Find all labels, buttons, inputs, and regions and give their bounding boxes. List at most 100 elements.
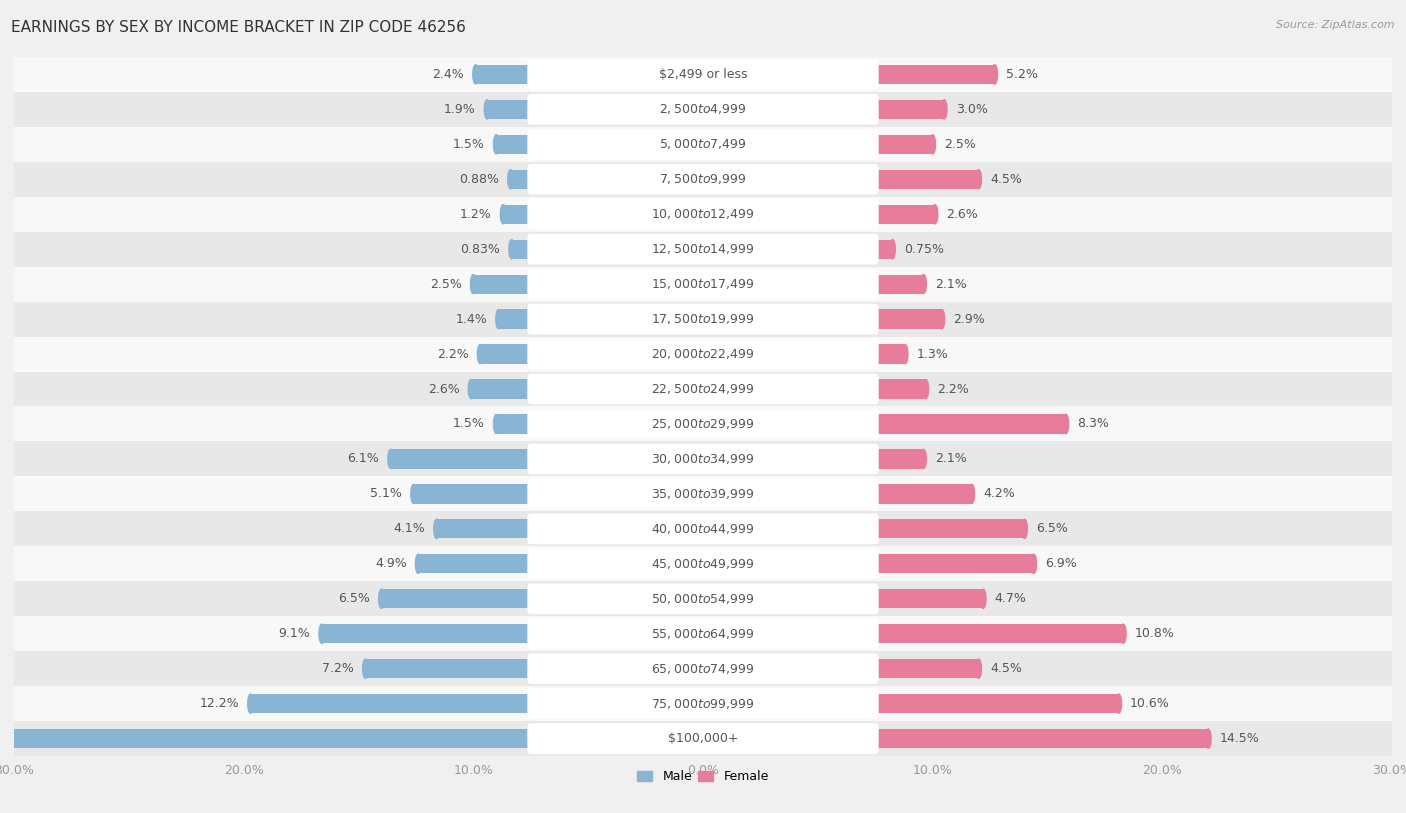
- Text: $15,000 to $17,499: $15,000 to $17,499: [651, 277, 755, 291]
- Bar: [875, 589, 983, 608]
- Bar: [875, 100, 945, 119]
- FancyBboxPatch shape: [527, 444, 879, 474]
- FancyBboxPatch shape: [14, 721, 1392, 756]
- Text: $100,000+: $100,000+: [668, 733, 738, 745]
- FancyBboxPatch shape: [14, 581, 1392, 616]
- Ellipse shape: [411, 485, 416, 503]
- Text: 2.1%: 2.1%: [935, 278, 967, 290]
- Text: 4.9%: 4.9%: [375, 558, 406, 570]
- Text: 1.3%: 1.3%: [917, 348, 948, 360]
- Ellipse shape: [1121, 624, 1126, 643]
- Bar: [512, 240, 531, 259]
- Ellipse shape: [976, 659, 981, 678]
- Bar: [486, 100, 531, 119]
- Bar: [418, 554, 531, 573]
- Text: $25,000 to $29,999: $25,000 to $29,999: [651, 417, 755, 431]
- Ellipse shape: [991, 65, 997, 84]
- Text: 10.6%: 10.6%: [1130, 698, 1170, 710]
- Text: $22,500 to $24,999: $22,500 to $24,999: [651, 382, 755, 396]
- Bar: [413, 485, 531, 503]
- Bar: [875, 485, 972, 503]
- Text: 4.1%: 4.1%: [394, 523, 425, 535]
- FancyBboxPatch shape: [527, 479, 879, 509]
- FancyBboxPatch shape: [527, 584, 879, 614]
- Bar: [474, 275, 531, 293]
- FancyBboxPatch shape: [14, 441, 1392, 476]
- FancyBboxPatch shape: [14, 197, 1392, 232]
- FancyBboxPatch shape: [527, 689, 879, 719]
- Text: 12.2%: 12.2%: [200, 698, 239, 710]
- Bar: [875, 240, 893, 259]
- Bar: [510, 170, 531, 189]
- Ellipse shape: [472, 65, 478, 84]
- Text: Source: ZipAtlas.com: Source: ZipAtlas.com: [1277, 20, 1395, 30]
- FancyBboxPatch shape: [527, 304, 879, 334]
- FancyBboxPatch shape: [14, 302, 1392, 337]
- Text: $10,000 to $12,499: $10,000 to $12,499: [651, 207, 755, 221]
- Bar: [875, 65, 994, 84]
- Text: $30,000 to $34,999: $30,000 to $34,999: [651, 452, 755, 466]
- Text: 1.9%: 1.9%: [444, 103, 475, 115]
- Ellipse shape: [319, 624, 325, 643]
- FancyBboxPatch shape: [14, 127, 1392, 162]
- Ellipse shape: [508, 170, 513, 189]
- Bar: [875, 415, 1066, 433]
- Text: $12,500 to $14,999: $12,500 to $14,999: [651, 242, 755, 256]
- Text: $17,500 to $19,999: $17,500 to $19,999: [651, 312, 755, 326]
- Ellipse shape: [929, 135, 935, 154]
- Text: 10.8%: 10.8%: [1135, 628, 1174, 640]
- Ellipse shape: [941, 100, 948, 119]
- Bar: [875, 659, 979, 678]
- Bar: [391, 450, 531, 468]
- FancyBboxPatch shape: [14, 616, 1392, 651]
- Ellipse shape: [468, 380, 474, 398]
- Text: 8.3%: 8.3%: [1077, 418, 1109, 430]
- Text: 4.5%: 4.5%: [990, 663, 1022, 675]
- Bar: [496, 135, 531, 154]
- FancyBboxPatch shape: [14, 406, 1392, 441]
- Text: 2.5%: 2.5%: [430, 278, 461, 290]
- Text: 2.2%: 2.2%: [437, 348, 468, 360]
- FancyBboxPatch shape: [527, 619, 879, 649]
- Bar: [875, 729, 1208, 748]
- Text: 2.2%: 2.2%: [938, 383, 969, 395]
- FancyBboxPatch shape: [527, 724, 879, 754]
- Bar: [481, 345, 531, 363]
- Text: $7,500 to $9,999: $7,500 to $9,999: [659, 172, 747, 186]
- FancyBboxPatch shape: [527, 549, 879, 579]
- FancyBboxPatch shape: [527, 269, 879, 299]
- FancyBboxPatch shape: [527, 129, 879, 159]
- Text: $45,000 to $49,999: $45,000 to $49,999: [651, 557, 755, 571]
- Ellipse shape: [509, 240, 515, 259]
- FancyBboxPatch shape: [527, 59, 879, 89]
- Ellipse shape: [1022, 520, 1028, 538]
- Ellipse shape: [484, 100, 491, 119]
- Ellipse shape: [496, 310, 502, 328]
- FancyBboxPatch shape: [527, 94, 879, 124]
- Text: $5,000 to $7,499: $5,000 to $7,499: [659, 137, 747, 151]
- Text: 4.2%: 4.2%: [983, 488, 1015, 500]
- Text: 0.75%: 0.75%: [904, 243, 943, 255]
- Text: 2.5%: 2.5%: [945, 138, 976, 150]
- Text: 6.5%: 6.5%: [337, 593, 370, 605]
- Ellipse shape: [932, 205, 938, 224]
- Bar: [875, 694, 1119, 713]
- FancyBboxPatch shape: [527, 654, 879, 684]
- Bar: [875, 554, 1033, 573]
- Text: 1.5%: 1.5%: [453, 418, 485, 430]
- Ellipse shape: [980, 589, 986, 608]
- Text: EARNINGS BY SEX BY INCOME BRACKET IN ZIP CODE 46256: EARNINGS BY SEX BY INCOME BRACKET IN ZIP…: [11, 20, 467, 35]
- Bar: [875, 170, 979, 189]
- FancyBboxPatch shape: [527, 234, 879, 264]
- Bar: [875, 135, 932, 154]
- Ellipse shape: [1031, 554, 1036, 573]
- Bar: [875, 205, 935, 224]
- FancyBboxPatch shape: [14, 232, 1392, 267]
- Text: 1.2%: 1.2%: [460, 208, 492, 220]
- Legend: Male, Female: Male, Female: [633, 765, 773, 789]
- Bar: [437, 520, 531, 538]
- Text: 0.88%: 0.88%: [460, 173, 499, 185]
- Bar: [475, 65, 531, 84]
- FancyBboxPatch shape: [14, 651, 1392, 686]
- FancyBboxPatch shape: [527, 199, 879, 229]
